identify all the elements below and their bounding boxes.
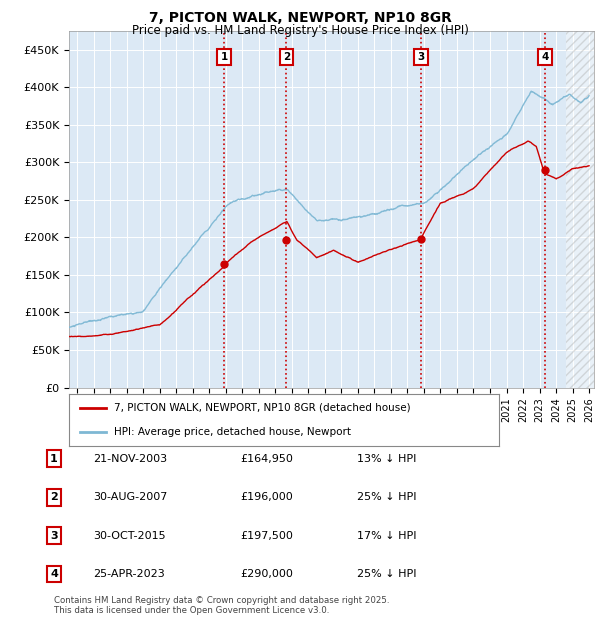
Text: 17% ↓ HPI: 17% ↓ HPI: [357, 531, 416, 541]
Text: Contains HM Land Registry data © Crown copyright and database right 2025.
This d: Contains HM Land Registry data © Crown c…: [54, 596, 389, 615]
Text: 4: 4: [50, 569, 58, 579]
Text: 7, PICTON WALK, NEWPORT, NP10 8GR (detached house): 7, PICTON WALK, NEWPORT, NP10 8GR (detac…: [114, 403, 411, 413]
Text: 2: 2: [283, 52, 290, 62]
Text: 25% ↓ HPI: 25% ↓ HPI: [357, 569, 416, 579]
Text: 3: 3: [50, 531, 58, 541]
Text: 13% ↓ HPI: 13% ↓ HPI: [357, 454, 416, 464]
Text: 30-OCT-2015: 30-OCT-2015: [93, 531, 166, 541]
Text: 25-APR-2023: 25-APR-2023: [93, 569, 165, 579]
Text: 3: 3: [418, 52, 425, 62]
Text: £164,950: £164,950: [240, 454, 293, 464]
Text: 1: 1: [220, 52, 228, 62]
Text: Price paid vs. HM Land Registry's House Price Index (HPI): Price paid vs. HM Land Registry's House …: [131, 24, 469, 37]
Text: £196,000: £196,000: [240, 492, 293, 502]
Text: 2: 2: [50, 492, 58, 502]
Text: HPI: Average price, detached house, Newport: HPI: Average price, detached house, Newp…: [114, 427, 351, 437]
Text: £290,000: £290,000: [240, 569, 293, 579]
Bar: [566, 31, 594, 388]
Text: £197,500: £197,500: [240, 531, 293, 541]
Text: 1: 1: [50, 454, 58, 464]
Text: 7, PICTON WALK, NEWPORT, NP10 8GR: 7, PICTON WALK, NEWPORT, NP10 8GR: [149, 11, 451, 25]
Text: 21-NOV-2003: 21-NOV-2003: [93, 454, 167, 464]
Text: 30-AUG-2007: 30-AUG-2007: [93, 492, 167, 502]
Text: 25% ↓ HPI: 25% ↓ HPI: [357, 492, 416, 502]
Text: 4: 4: [541, 52, 548, 62]
